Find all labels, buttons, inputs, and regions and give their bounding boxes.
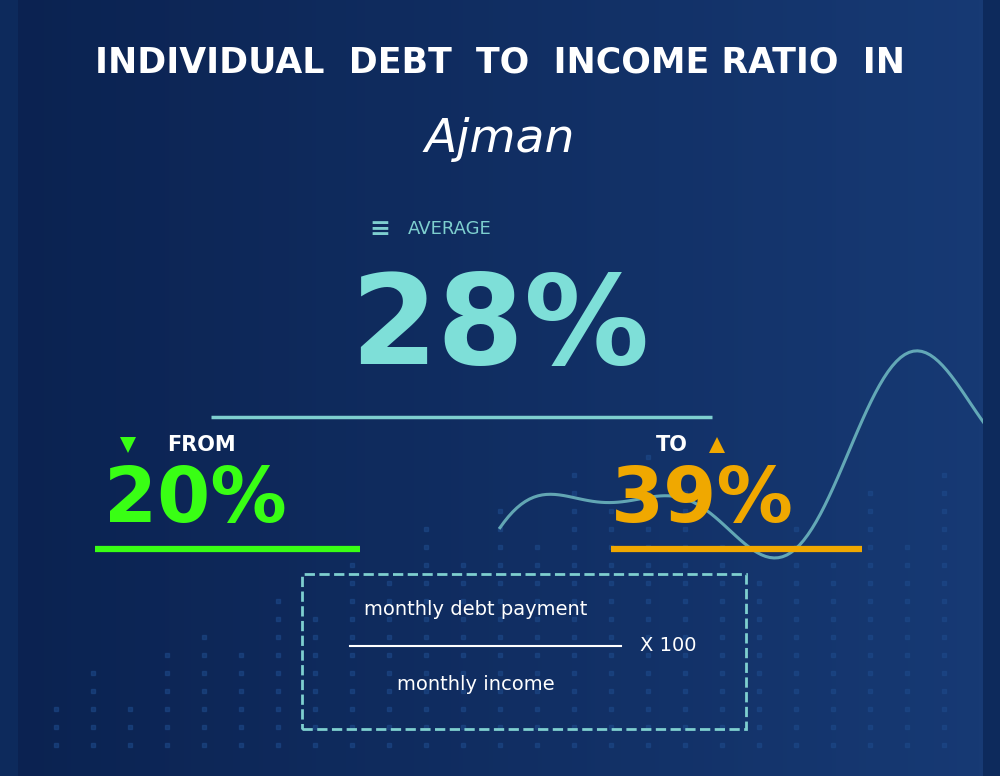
Text: monthly debt payment: monthly debt payment xyxy=(364,600,588,618)
Text: Ajman: Ajman xyxy=(425,117,575,162)
Text: 20%: 20% xyxy=(104,463,287,538)
Text: 28%: 28% xyxy=(350,269,650,390)
Text: 39%: 39% xyxy=(611,463,794,538)
Text: FROM: FROM xyxy=(167,435,236,455)
Text: AVERAGE: AVERAGE xyxy=(408,220,492,238)
Text: monthly income: monthly income xyxy=(397,675,555,694)
Text: X 100: X 100 xyxy=(640,636,696,655)
Text: ≡: ≡ xyxy=(369,217,390,241)
Text: TO: TO xyxy=(656,435,688,455)
Text: INDIVIDUAL  DEBT  TO  INCOME RATIO  IN: INDIVIDUAL DEBT TO INCOME RATIO IN xyxy=(95,45,905,79)
